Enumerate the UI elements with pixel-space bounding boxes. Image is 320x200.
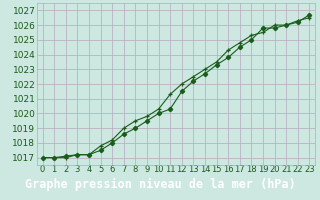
Text: Graphe pression niveau de la mer (hPa): Graphe pression niveau de la mer (hPa) [25,178,295,191]
